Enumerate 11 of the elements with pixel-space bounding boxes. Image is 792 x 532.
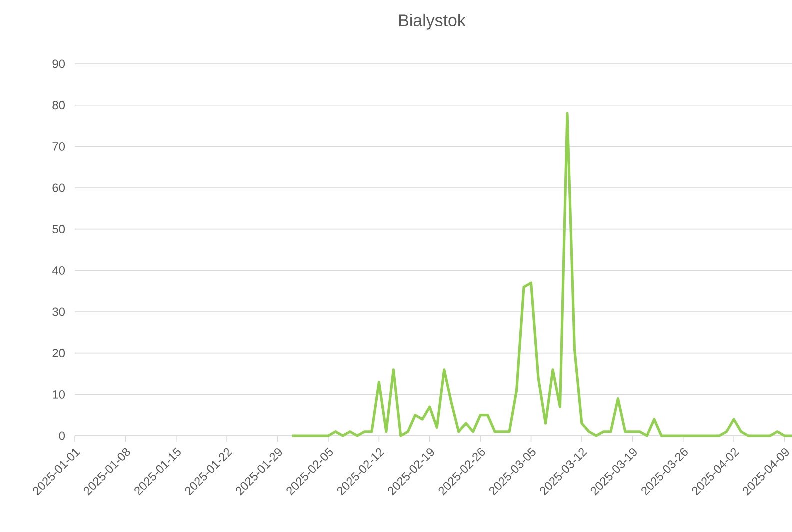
y-tick-label: 20 bbox=[52, 349, 66, 358]
y-tick-label: 90 bbox=[52, 60, 66, 68]
y-tick-label: 80 bbox=[52, 101, 66, 110]
y-tick-label: 50 bbox=[52, 225, 66, 234]
y-tick-label: 0 bbox=[59, 432, 66, 440]
y-tick-label: 60 bbox=[52, 184, 66, 192]
y-tick-label: 10 bbox=[53, 390, 66, 399]
y-tick-label: 30 bbox=[52, 308, 66, 316]
y-tick-label: 70 bbox=[52, 142, 66, 151]
chart-title: Bialystok bbox=[400, 14, 466, 30]
y-tick-label: 40 bbox=[52, 266, 66, 275]
